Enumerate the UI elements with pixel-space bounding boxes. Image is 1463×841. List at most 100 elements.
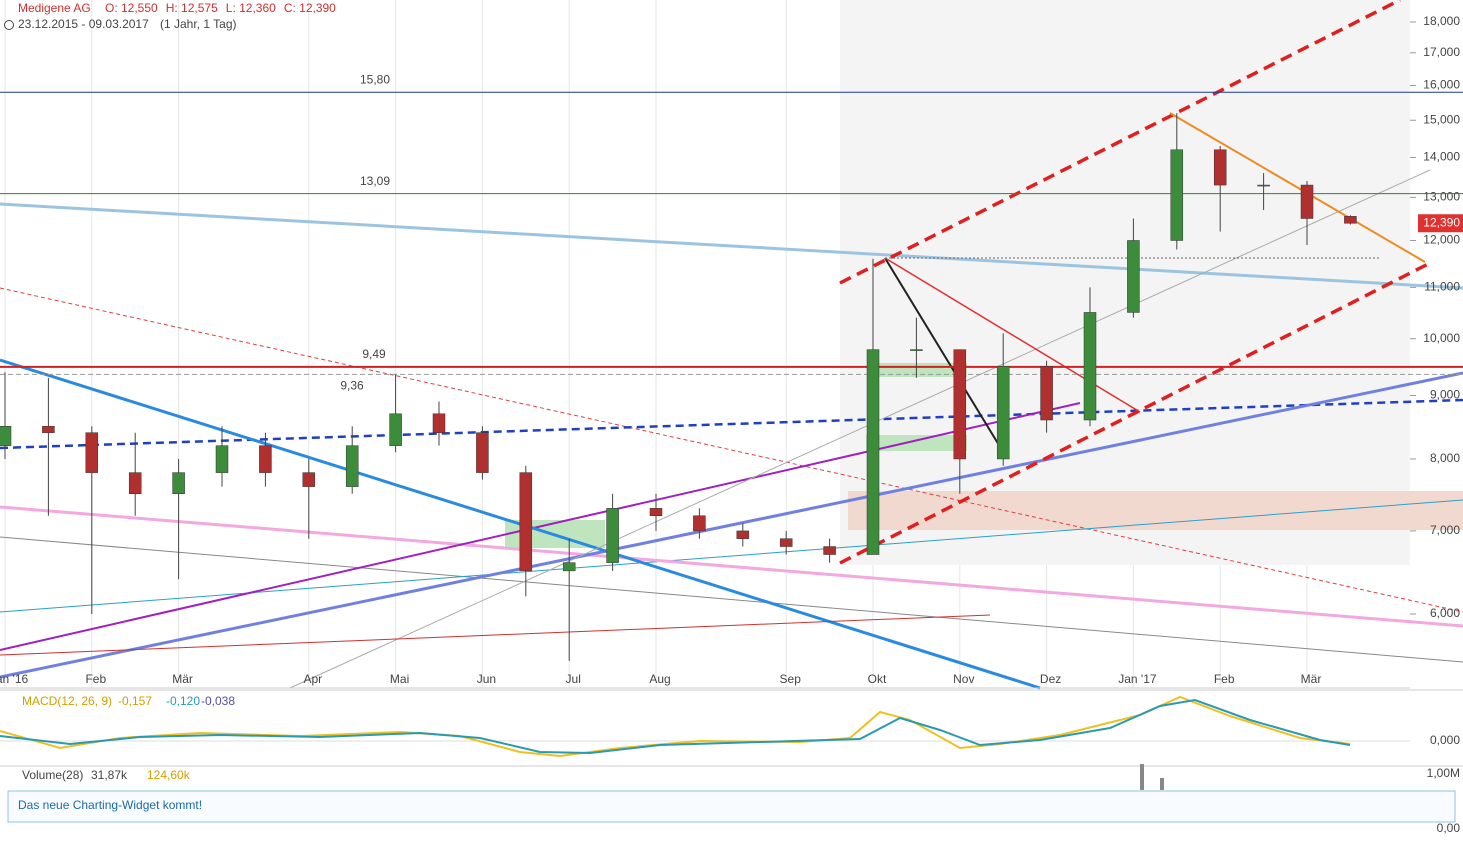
volume-tick: 0,00 <box>1437 821 1461 835</box>
x-tick-label: Jun <box>477 672 496 686</box>
level-label: 9,36 <box>340 379 364 393</box>
candle-body <box>1213 149 1227 186</box>
level-label: 13,09 <box>360 174 390 188</box>
x-tick-label: Mai <box>390 672 409 686</box>
ohlc-value: L: 12,360 <box>226 1 276 15</box>
candle-body <box>1083 312 1097 421</box>
ohlc-value: C: 12,390 <box>284 1 336 15</box>
candle-body <box>736 530 750 539</box>
candle-body <box>562 562 576 572</box>
volume-bar <box>1140 764 1144 790</box>
x-tick-label: Dez <box>1040 672 1061 686</box>
volume-bar <box>1160 778 1164 790</box>
candle-body <box>85 432 99 473</box>
price-plot: 6,000 7,000 8,000 9,000 10,000 11,000 12,000 13… <box>0 14 1463 689</box>
trend <box>0 202 1463 290</box>
trend <box>0 287 1463 613</box>
x-tick-label: Jan '16 <box>0 672 28 686</box>
x-tick-label: Mär <box>172 672 193 686</box>
y-tick-label: 14,000 <box>1423 150 1460 164</box>
y-tick-label: 11,000 <box>1424 280 1460 294</box>
band <box>848 491 1463 530</box>
y-tick-label: 8,000 <box>1430 451 1460 465</box>
candle-body <box>0 426 12 446</box>
trend <box>0 402 1081 651</box>
y-tick-label: 17,000 <box>1423 45 1460 59</box>
ohlc: O: 12,550 H: 12,575 L: 12,360 C: 12,390 <box>105 1 336 15</box>
x-tick-label: Aug <box>649 672 670 686</box>
trend <box>0 536 1463 663</box>
candle-body <box>866 349 880 555</box>
candle-body <box>1300 184 1314 219</box>
candle-body <box>42 426 55 433</box>
y-tick-label: 15,000 <box>1423 112 1460 126</box>
level-label: 9,49 <box>362 347 386 361</box>
candle-body <box>606 508 619 563</box>
channel <box>839 0 1401 285</box>
candle-body <box>649 508 663 516</box>
candle-body <box>779 538 793 547</box>
volume-value: 31,87k <box>91 768 128 782</box>
x-tick-label: Apr <box>303 672 322 686</box>
candle-body <box>693 515 706 532</box>
ohlc-value: H: 12,575 <box>166 1 218 15</box>
trend <box>0 505 1463 628</box>
date-range: 23.12.2015 - 09.03.2017 <box>18 17 149 31</box>
trend <box>1169 112 1426 263</box>
title: Medigene AG <box>18 1 91 15</box>
candle-body <box>910 349 923 351</box>
trend <box>884 257 1006 456</box>
y-tick-label: 10,000 <box>1423 331 1460 345</box>
x-tick-label: Sep <box>780 672 802 686</box>
price-tag-label: 12,390 <box>1423 215 1460 229</box>
channel <box>839 261 1431 565</box>
x-tick-label: Jul <box>566 672 581 686</box>
macd-label: MACD(12, 26, 9) <box>22 694 112 708</box>
candle-body <box>519 472 533 572</box>
banner[interactable] <box>7 790 1456 823</box>
candle-body <box>172 472 185 494</box>
y-tick-label: 13,000 <box>1423 190 1460 204</box>
y-tick-label: 6,000 <box>1430 606 1460 620</box>
candle-body <box>215 445 229 473</box>
volume-value: 124,60k <box>147 768 191 782</box>
shade <box>840 0 1410 565</box>
macd-tick: 0,000 <box>1430 733 1460 747</box>
clock-icon <box>4 20 14 30</box>
macd-value: -0,120 <box>166 694 200 708</box>
y-tick-label: 7,000 <box>1430 523 1460 537</box>
x-tick-label: Mär <box>1301 672 1322 686</box>
x-tick-label: Feb <box>1214 672 1235 686</box>
volume-tick: 1,00M <box>1427 766 1460 780</box>
candle-body <box>345 445 359 487</box>
x-tick-label: Feb <box>85 672 106 686</box>
y-tick-label: 12,000 <box>1423 233 1460 247</box>
candle-body <box>1170 149 1184 241</box>
macd-value: -0,157 <box>118 694 152 708</box>
x-tick-label: Okt <box>868 672 887 686</box>
trend <box>0 398 1463 450</box>
y-tick-label: 9,000 <box>1430 388 1460 402</box>
candle-body <box>823 546 836 555</box>
candle-body <box>389 413 402 446</box>
trend <box>289 169 1431 689</box>
trend <box>0 371 1463 679</box>
candle-body <box>302 472 316 487</box>
x-tick-label: Jan '17 <box>1118 672 1157 686</box>
level-label: 15,80 <box>360 72 390 86</box>
volume-label: Volume(28) <box>22 768 83 782</box>
candle-body <box>476 432 489 473</box>
candle-body <box>1127 240 1140 313</box>
trend <box>884 257 1141 413</box>
candle-body <box>259 445 272 473</box>
drawings <box>0 0 1463 690</box>
candle-body <box>1040 366 1053 421</box>
candle-body <box>432 413 446 433</box>
signal-line <box>0 698 1351 755</box>
banner-text[interactable]: Das neue Charting-Widget kommt! <box>18 798 202 812</box>
date-span: (1 Jahr, 1 Tag) <box>160 17 237 31</box>
y-tick-label: 16,000 <box>1423 78 1460 92</box>
y-tick-label: 18,000 <box>1423 14 1460 28</box>
price-tag <box>1418 214 1463 233</box>
